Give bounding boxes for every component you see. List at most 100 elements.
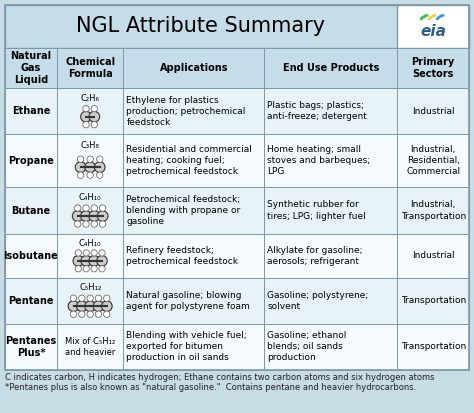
Text: Gasoline; polystyrene;
solvent: Gasoline; polystyrene; solvent <box>267 291 368 311</box>
Circle shape <box>83 250 90 256</box>
Bar <box>57 188 123 234</box>
Circle shape <box>91 105 98 112</box>
Bar <box>397 234 469 278</box>
Text: Primary
Sectors: Primary Sectors <box>411 57 455 79</box>
Text: Pentane: Pentane <box>8 296 54 306</box>
Bar <box>264 48 397 88</box>
Bar <box>5 48 57 88</box>
Bar <box>57 134 123 188</box>
Circle shape <box>83 266 90 272</box>
Text: Natural
Gas
Liquid: Natural Gas Liquid <box>10 51 52 85</box>
Text: C₃H₈: C₃H₈ <box>81 141 100 150</box>
Text: Industrial: Industrial <box>412 107 455 116</box>
Bar <box>397 188 469 234</box>
Circle shape <box>87 295 93 301</box>
Bar <box>397 48 469 88</box>
Circle shape <box>100 205 106 211</box>
Circle shape <box>89 112 100 122</box>
Bar <box>57 48 123 88</box>
Text: Residential and commercial
heating; cooking fuel;
petrochemical feedstock: Residential and commercial heating; cook… <box>127 145 252 176</box>
Circle shape <box>75 162 86 173</box>
Circle shape <box>74 205 81 211</box>
Circle shape <box>97 256 107 266</box>
Circle shape <box>95 311 101 318</box>
Bar <box>123 88 264 134</box>
Bar <box>123 278 264 324</box>
Text: End Use Products: End Use Products <box>283 63 379 73</box>
Circle shape <box>79 311 85 318</box>
Text: Chemical
Formula: Chemical Formula <box>65 57 115 79</box>
Text: C₄H₁₀: C₄H₁₀ <box>79 239 101 248</box>
Bar <box>123 188 264 234</box>
Circle shape <box>100 221 106 227</box>
Circle shape <box>99 266 105 272</box>
Circle shape <box>70 295 77 301</box>
Bar <box>123 134 264 188</box>
Bar <box>5 234 57 278</box>
Circle shape <box>91 205 98 211</box>
Text: Home heating; small
stoves and barbeques;
LPG: Home heating; small stoves and barbeques… <box>267 145 370 176</box>
Bar <box>5 278 57 324</box>
Circle shape <box>77 156 84 162</box>
Circle shape <box>97 172 103 178</box>
Circle shape <box>91 250 97 256</box>
Circle shape <box>81 256 91 266</box>
Circle shape <box>68 301 79 311</box>
Text: Industrial: Industrial <box>412 251 455 260</box>
Circle shape <box>81 211 91 221</box>
Text: Synthetic rubber for
tires; LPG; lighter fuel: Synthetic rubber for tires; LPG; lighter… <box>267 200 366 221</box>
Bar <box>5 134 57 188</box>
Text: Industrial,
Transportation: Industrial, Transportation <box>401 200 466 221</box>
Bar <box>264 324 397 370</box>
Circle shape <box>83 205 89 211</box>
Circle shape <box>87 156 93 162</box>
Circle shape <box>85 162 95 173</box>
Circle shape <box>83 121 89 128</box>
Bar <box>123 48 264 88</box>
Circle shape <box>89 211 100 221</box>
Text: Mix of C₅H₁₂
and heavier: Mix of C₅H₁₂ and heavier <box>65 337 115 357</box>
Circle shape <box>91 121 98 128</box>
Circle shape <box>79 295 85 301</box>
Text: Natural gasoline; blowing
agent for polystyrene foam: Natural gasoline; blowing agent for poly… <box>127 291 250 311</box>
Circle shape <box>81 112 91 122</box>
Circle shape <box>99 250 105 256</box>
Text: Gasoline; ethanol
blends; oil sands
production: Gasoline; ethanol blends; oil sands prod… <box>267 331 346 363</box>
Circle shape <box>73 256 83 266</box>
Text: Pentanes
Plus*: Pentanes Plus* <box>5 336 56 358</box>
Text: Blending with vehicle fuel;
exported for bitumen
production in oil sands: Blending with vehicle fuel; exported for… <box>127 331 247 363</box>
Bar <box>57 88 123 134</box>
Circle shape <box>83 105 89 112</box>
Bar <box>5 88 57 134</box>
Bar <box>397 5 469 48</box>
Circle shape <box>76 301 87 311</box>
Text: Alkylate for gasoline;
aerosols; refrigerant: Alkylate for gasoline; aerosols; refrige… <box>267 246 363 266</box>
Text: C₅H₁₂: C₅H₁₂ <box>79 283 101 292</box>
Text: C indicates carbon, H indicates hydrogen; Ethane contains two carbon atoms and s: C indicates carbon, H indicates hydrogen… <box>5 373 435 382</box>
Bar <box>264 88 397 134</box>
Circle shape <box>73 211 83 221</box>
Text: Propane: Propane <box>8 156 54 166</box>
Text: Transportation: Transportation <box>401 342 466 351</box>
Bar <box>57 324 123 370</box>
Circle shape <box>87 311 93 318</box>
Circle shape <box>95 295 101 301</box>
Bar <box>57 234 123 278</box>
Bar <box>264 188 397 234</box>
Circle shape <box>75 266 82 272</box>
Circle shape <box>74 221 81 227</box>
Bar <box>264 234 397 278</box>
Circle shape <box>97 211 108 221</box>
Text: Butane: Butane <box>11 206 50 216</box>
Text: eia: eia <box>420 24 446 39</box>
Text: C₄H₁₀: C₄H₁₀ <box>79 193 101 202</box>
Bar <box>5 5 469 48</box>
Text: Ethane: Ethane <box>12 106 50 116</box>
Circle shape <box>77 172 84 178</box>
Text: C₂H₆: C₂H₆ <box>81 94 100 103</box>
Text: Refinery feedstock;
petrochemical feedstock: Refinery feedstock; petrochemical feedst… <box>127 246 238 266</box>
Text: Petrochemical feedstock;
blending with propane or
gasoline: Petrochemical feedstock; blending with p… <box>127 195 241 226</box>
Circle shape <box>91 221 98 227</box>
Circle shape <box>85 301 95 311</box>
Circle shape <box>94 162 105 173</box>
